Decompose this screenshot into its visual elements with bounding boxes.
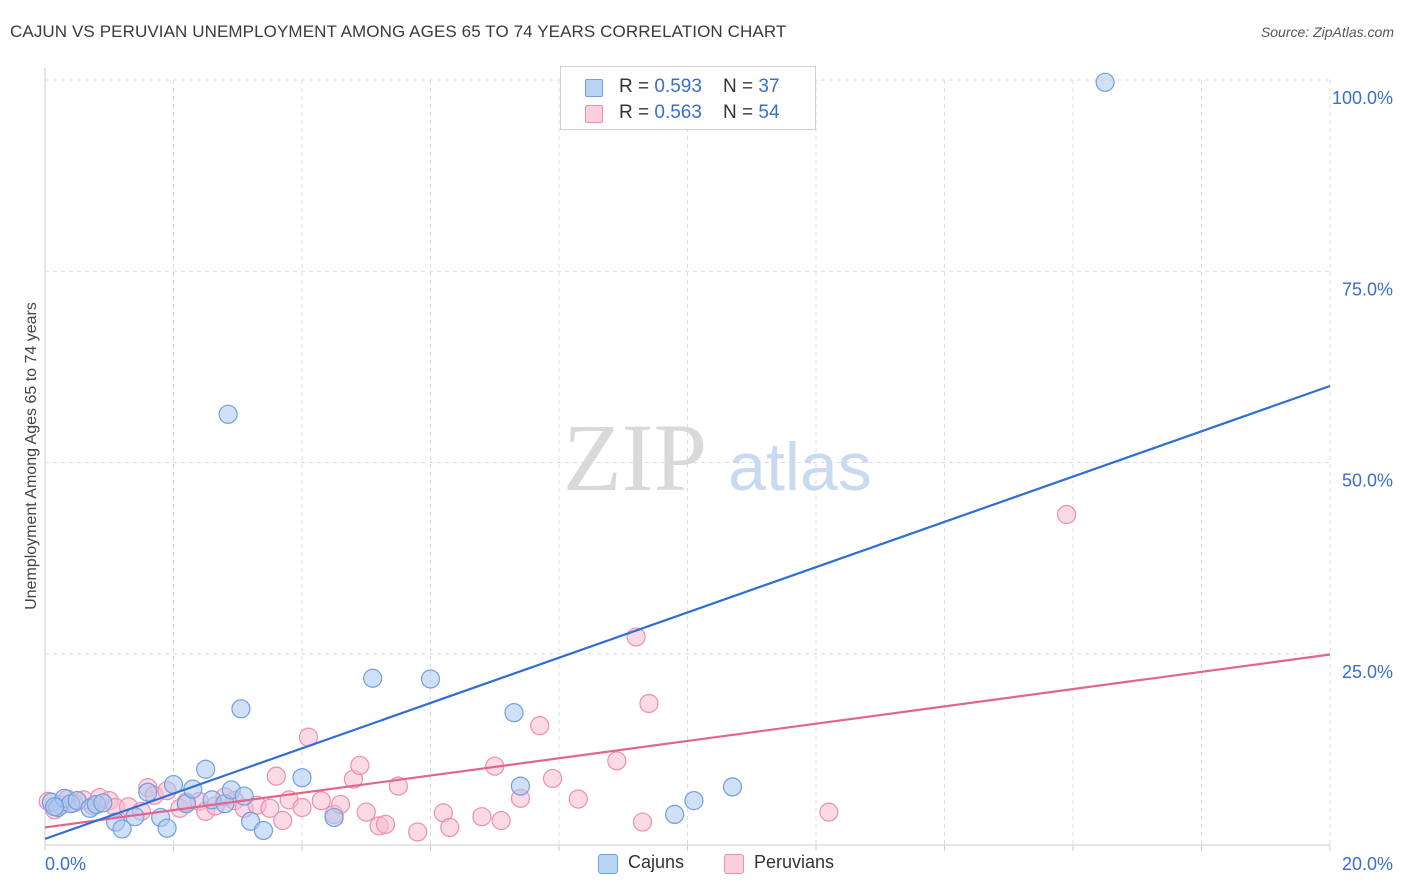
cajun-point [324, 807, 344, 828]
cajuns-legend-swatch [598, 854, 618, 874]
cajun-trend-line [44, 384, 1331, 840]
cajun-point [196, 759, 216, 779]
cajun-point [253, 820, 274, 841]
peruvian-point [632, 812, 653, 832]
trend-layer [44, 384, 1331, 840]
peruvian-point [607, 751, 627, 771]
peruvian-point [1056, 504, 1077, 525]
peruvian-point [375, 814, 396, 834]
cajun-point [1095, 72, 1115, 92]
cajun-point [157, 818, 177, 838]
peruvians-r-label: R = [619, 102, 655, 123]
peruvian-point [260, 798, 280, 818]
peruvian-point [311, 791, 331, 811]
correlation-legend: R = 0.593 N = 37 R = 0.563 N = 54 [560, 66, 816, 130]
peruvian-point [388, 776, 408, 796]
cajun-point [218, 404, 238, 424]
peruvians-legend-label: Peruvians [754, 852, 835, 872]
peruvians-swatch [585, 105, 603, 123]
watermark: ZIP atlas [563, 404, 872, 511]
peruvian-point [819, 802, 839, 822]
cajun-point [112, 819, 132, 839]
peruvian-point [292, 797, 312, 818]
peruvian-point [491, 810, 511, 831]
cajun-point [45, 797, 65, 817]
chart-title: CAJUN VS PERUVIAN UNEMPLOYMENT AMONG AGE… [10, 22, 787, 41]
cajun-point [292, 768, 312, 788]
peruvian-point [350, 755, 370, 776]
peruvian-point [266, 766, 286, 786]
x-tick-label-min: 0.0% [45, 854, 86, 874]
x-tick-label-max: 20.0% [1342, 854, 1393, 874]
source-label: Source: ZipAtlas.com [1260, 24, 1394, 40]
peruvians-n-value: 54 [758, 102, 780, 123]
cajuns-swatch [585, 79, 603, 97]
cajun-point [684, 791, 704, 811]
cajuns-r-label: R = [619, 76, 655, 97]
peruvians-n-label: N = [723, 102, 759, 123]
peruvians-legend-swatch [724, 854, 744, 874]
y-tick-label: 100.0% [1332, 88, 1393, 108]
cajun-point [231, 699, 251, 719]
cajun-point [722, 777, 743, 797]
peruvian-point [542, 768, 563, 789]
peruvian-point [472, 807, 492, 827]
y-axis-label: Unemployment Among Ages 65 to 74 years [23, 302, 40, 610]
cajun-point [504, 703, 524, 723]
cajun-point [138, 782, 158, 802]
peruvian-point [356, 802, 376, 822]
y-tick-label: 25.0% [1342, 662, 1393, 682]
peruvian-point [530, 716, 550, 736]
cajun-point [420, 669, 441, 689]
peruvian-point [639, 693, 659, 714]
peruvian-point [568, 789, 588, 809]
peruvian-point [273, 810, 293, 831]
cajun-point [93, 793, 113, 813]
ticks-layer: 25.0% 50.0% 75.0% 100.0% 0.0% 20.0% [44, 88, 1393, 874]
peruvian-trend-line [44, 653, 1331, 829]
cajuns-legend-label: Cajuns [628, 852, 685, 872]
watermark-atlas: atlas [728, 429, 872, 505]
cajun-point [363, 668, 383, 688]
cajun-point [510, 776, 531, 796]
cajuns-r-value: 0.593 [654, 76, 702, 97]
watermark-zip: ZIP [563, 404, 707, 511]
cajuns-n-value: 37 [758, 76, 780, 97]
cajun-point [665, 804, 685, 825]
y-tick-label: 50.0% [1342, 471, 1393, 491]
peruvian-point [440, 817, 460, 838]
peruvians-r-value: 0.563 [654, 102, 702, 123]
cajuns-n-label: N = [723, 76, 759, 97]
peruvian-point [408, 822, 428, 842]
y-tick-label: 75.0% [1342, 279, 1393, 299]
